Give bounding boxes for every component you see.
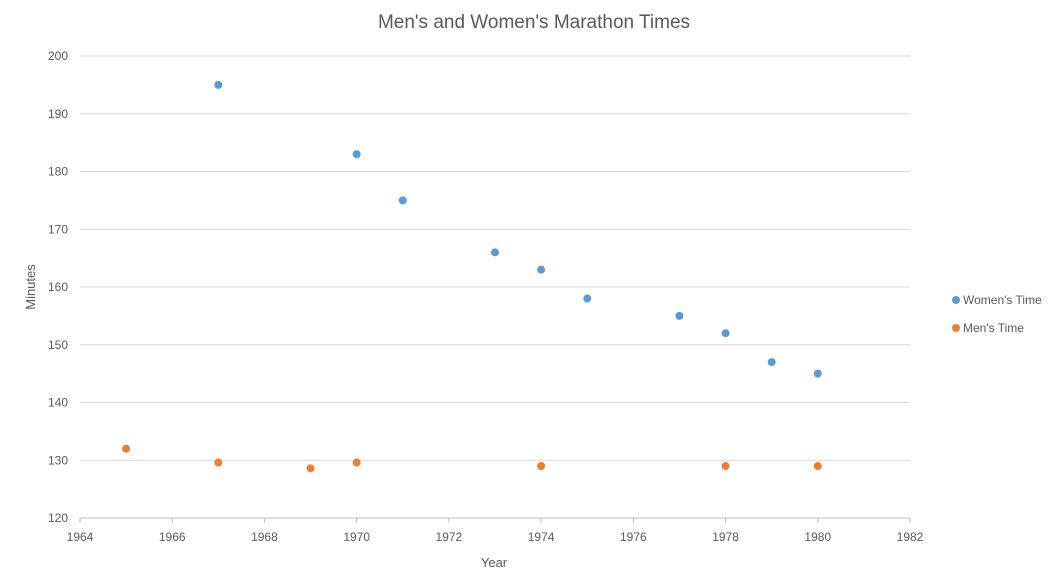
series-mens-time bbox=[122, 444, 822, 473]
legend-label: Men's Time bbox=[963, 321, 1024, 335]
data-point bbox=[675, 311, 684, 320]
legend-marker bbox=[952, 296, 960, 304]
gridlines bbox=[80, 55, 910, 461]
y-tick-label: 190 bbox=[48, 107, 68, 121]
y-tick-label: 160 bbox=[48, 280, 68, 294]
x-tick-label: 1982 bbox=[897, 530, 924, 544]
y-tick-label: 200 bbox=[48, 49, 68, 63]
data-points bbox=[122, 80, 822, 473]
x-tick-label: 1978 bbox=[712, 530, 739, 544]
data-point bbox=[306, 464, 315, 473]
y-tick-label: 150 bbox=[48, 338, 68, 352]
data-point bbox=[214, 80, 223, 89]
legend: Women's Time Men's Time bbox=[952, 293, 1042, 335]
data-point bbox=[767, 358, 776, 367]
y-tick-label: 120 bbox=[48, 511, 68, 525]
y-tick-label: 180 bbox=[48, 165, 68, 179]
data-point bbox=[721, 329, 730, 338]
series-womens-time bbox=[214, 80, 822, 378]
legend-marker bbox=[952, 324, 960, 332]
data-point bbox=[352, 150, 361, 159]
y-tick-label: 140 bbox=[48, 396, 68, 410]
y-axis-label: Minutes bbox=[23, 264, 38, 310]
x-tick-label: 1976 bbox=[620, 530, 647, 544]
x-axis-label: Year bbox=[481, 555, 508, 570]
legend-item: Men's Time bbox=[952, 321, 1024, 335]
x-tick-label: 1980 bbox=[804, 530, 831, 544]
data-point bbox=[491, 248, 499, 257]
x-tick-label: 1972 bbox=[436, 530, 463, 544]
x-tick-label: 1970 bbox=[343, 530, 370, 544]
data-point bbox=[352, 458, 361, 467]
data-point bbox=[583, 294, 592, 303]
x-tick-label: 1968 bbox=[251, 530, 278, 544]
data-point bbox=[398, 196, 407, 205]
chart-title: Men's and Women's Marathon Times bbox=[378, 12, 690, 33]
legend-item: Women's Time bbox=[952, 293, 1042, 307]
y-axis-ticks: 120 130 140 150 160 170 180 190 200 bbox=[48, 49, 68, 525]
legend-label: Women's Time bbox=[963, 293, 1042, 307]
y-tick-label: 130 bbox=[48, 453, 68, 467]
data-point bbox=[214, 458, 223, 467]
data-point bbox=[721, 462, 730, 471]
data-point bbox=[537, 462, 546, 471]
x-tick-label: 1966 bbox=[159, 530, 186, 544]
x-axis-ticks: 1964 1966 1968 1970 1972 1974 1976 1978 1980 1982 bbox=[67, 518, 924, 544]
data-point bbox=[813, 462, 822, 471]
x-tick-label: 1974 bbox=[528, 530, 555, 544]
data-point bbox=[813, 369, 822, 378]
x-tick-label: 1964 bbox=[67, 530, 94, 544]
y-tick-label: 170 bbox=[48, 222, 68, 236]
data-point bbox=[537, 265, 546, 274]
data-point bbox=[122, 444, 131, 453]
